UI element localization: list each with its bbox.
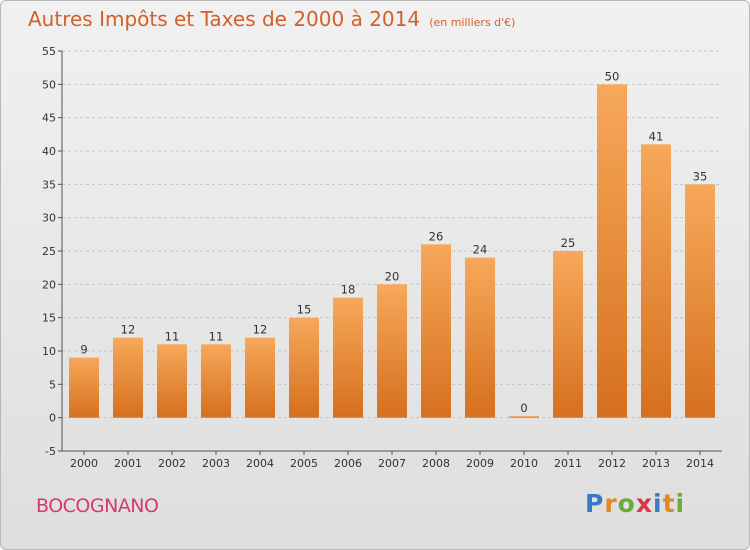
x-tick-label: 2006 <box>334 457 362 470</box>
bar <box>553 251 583 418</box>
x-tick-label: 2001 <box>114 457 142 470</box>
bar <box>157 344 187 418</box>
x-tick-label: 2007 <box>378 457 406 470</box>
value-label: 35 <box>693 169 708 183</box>
value-label: 24 <box>473 243 488 257</box>
x-tick-label: 2003 <box>202 457 230 470</box>
y-tick-label: 55 <box>42 45 56 58</box>
logo-letter: i <box>653 489 663 518</box>
axes <box>58 50 722 455</box>
value-label: 26 <box>429 229 444 243</box>
bar <box>289 317 319 418</box>
x-tick-label: 2013 <box>642 457 670 470</box>
y-tick-label: 45 <box>42 112 56 125</box>
x-tick-label: 2000 <box>70 457 98 470</box>
value-label: 9 <box>80 343 87 357</box>
proxiti-logo[interactable]: Proxiti <box>585 489 685 518</box>
value-label: 11 <box>165 329 180 343</box>
y-tick-label: 30 <box>42 212 56 225</box>
chart-title: Autres Impôts et Taxes de 2000 à 2014 (e… <box>28 7 515 31</box>
value-label: 20 <box>385 269 400 283</box>
x-tick-label: 2014 <box>686 457 714 470</box>
bars <box>69 84 715 418</box>
bar <box>113 337 143 418</box>
bar <box>685 184 715 418</box>
x-tick-label: 2004 <box>246 457 274 470</box>
value-label: 41 <box>649 129 664 143</box>
value-label: 12 <box>121 323 136 337</box>
bar <box>465 257 495 418</box>
logo-letter: t <box>662 489 676 518</box>
y-tick-label: 20 <box>42 278 56 291</box>
y-tick-labels: -5 0 5 10 15 20 25 30 35 40 45 50 55 <box>42 45 56 458</box>
x-tick-label: 2011 <box>554 457 582 470</box>
y-tick-label: -5 <box>45 445 56 458</box>
bar <box>201 344 231 418</box>
x-tick-label: 2012 <box>598 457 626 470</box>
x-tick-label: 2002 <box>158 457 186 470</box>
x-tick-label: 2005 <box>290 457 318 470</box>
bar <box>377 284 407 418</box>
y-tick-label: 40 <box>42 145 56 158</box>
bar <box>245 337 275 418</box>
commune-name: BOCOGNANO <box>36 495 159 517</box>
x-tick-label: 2010 <box>510 457 538 470</box>
bar <box>421 244 451 418</box>
logo-letter: i <box>675 489 686 518</box>
logo-letter: P <box>585 489 605 518</box>
value-label: 25 <box>561 236 576 250</box>
value-label: 11 <box>209 329 224 343</box>
value-label: 18 <box>341 283 356 297</box>
y-tick-label: 0 <box>49 412 56 425</box>
logo-letter: o <box>617 489 636 518</box>
y-tick-label: 10 <box>42 345 56 358</box>
chart-title-text: Autres Impôts et Taxes de 2000 à 2014 <box>28 7 421 31</box>
bar <box>69 357 99 418</box>
value-label: 15 <box>297 303 312 317</box>
x-tick-label: 2008 <box>422 457 450 470</box>
y-tick-label: 35 <box>42 178 56 191</box>
value-label: 50 <box>605 69 620 83</box>
y-tick-label: 50 <box>42 78 56 91</box>
logo-letter: r <box>604 489 618 518</box>
value-labels: 9 12 11 11 12 15 18 20 26 24 0 25 50 41 35 <box>80 69 707 415</box>
logo-letter: x <box>635 489 653 518</box>
value-label: 12 <box>253 323 268 337</box>
y-tick-label: 25 <box>42 245 56 258</box>
y-tick-label: 5 <box>49 378 56 391</box>
chart-unit-label: (en milliers d'€) <box>429 16 516 29</box>
bar <box>509 416 539 418</box>
x-tick-label: 2009 <box>466 457 494 470</box>
y-tick-label: 15 <box>42 312 56 325</box>
bar <box>333 297 363 418</box>
value-label: 0 <box>520 401 527 415</box>
bar <box>597 84 627 418</box>
bar <box>641 144 671 418</box>
x-tick-labels: 2000 2001 2002 2003 2004 2005 2006 2007 2008 2009… <box>70 457 714 470</box>
